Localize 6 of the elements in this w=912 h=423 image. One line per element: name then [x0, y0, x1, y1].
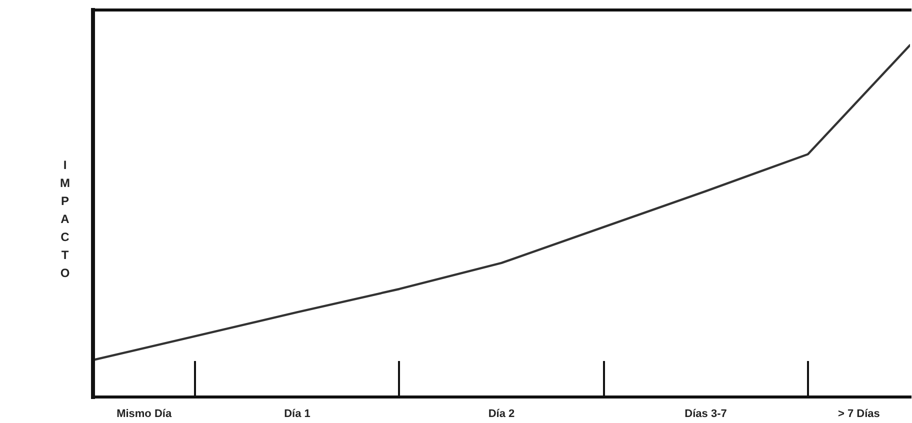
y-axis-title: IMPACTO — [57, 158, 72, 284]
text: Días 3-7 — [684, 408, 727, 420]
text: Día 2 — [488, 408, 515, 420]
text: Mismo Día — [116, 408, 172, 420]
text: Día 1 — [284, 408, 310, 420]
text: > 7 Días — [838, 408, 880, 420]
